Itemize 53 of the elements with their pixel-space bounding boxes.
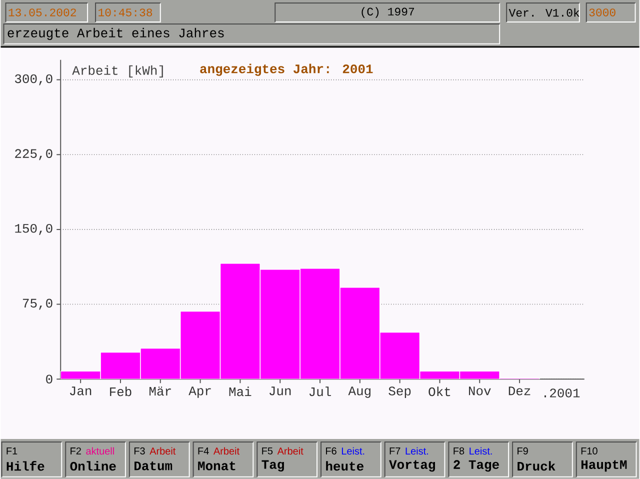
text: F4: [198, 448, 209, 454]
x-tick-label: Mär: [150, 386, 171, 396]
text: Vortag: [389, 460, 436, 472]
text: 2 Tage: [454, 460, 499, 472]
text: Online: [70, 461, 116, 471]
text: 10:45:38: [98, 8, 152, 16]
text: Ver. V1.0k: [508, 8, 580, 17]
text: heute: [326, 461, 364, 471]
text: F6: [326, 447, 336, 455]
text: F7: [390, 448, 400, 454]
x-tick-label: Aug: [348, 386, 370, 398]
text: HauptM: [581, 460, 627, 472]
text: F10: [581, 447, 598, 455]
text: Monat: [198, 462, 236, 470]
y-tick-label: 225,0: [15, 149, 52, 160]
text: Druck: [518, 461, 556, 471]
text: Arbeit: [213, 447, 240, 455]
text: F3: [134, 447, 145, 455]
text: (C) 1997: [362, 7, 414, 18]
text: Arbeit: [150, 447, 176, 455]
text: F1: [6, 448, 18, 454]
text: Tag: [262, 460, 284, 472]
x-tick-label: Mai: [229, 386, 252, 396]
y-tick-label: 300,0: [14, 74, 52, 86]
x-axis-title: .2001: [544, 388, 580, 398]
text: Datum: [134, 462, 172, 470]
annotation: angezeigtes Jahr: 2001: [200, 64, 373, 76]
x-tick-label: Okt: [428, 386, 450, 396]
text: 13.05.2002: [8, 8, 76, 16]
text: 3000: [589, 8, 616, 16]
text: Leist.: [406, 447, 428, 455]
text: Leist.: [470, 447, 492, 455]
x-tick-label: Feb: [110, 386, 132, 396]
x-tick-label: Sep: [388, 386, 411, 398]
y-tick-label: 0: [46, 374, 52, 384]
y-tick-label: 75,0: [22, 298, 52, 310]
text: F2: [70, 448, 81, 454]
x-tick-label: Jun: [270, 386, 291, 396]
text: Arbeit: [277, 447, 304, 455]
x-tick-label: Jan: [70, 386, 92, 396]
x-tick-label: Nov: [468, 386, 491, 396]
x-tick-label: Jul: [309, 386, 331, 396]
text: F8: [454, 447, 464, 455]
text: aktuell: [86, 447, 114, 455]
text: Hilfe: [6, 461, 44, 471]
text: F9: [518, 447, 528, 455]
y-axis-title: Arbeit [kWh]: [72, 65, 163, 78]
chart-title: erzeugte Arbeit eines Jahres: [8, 28, 224, 40]
x-tick-label: Apr: [188, 386, 211, 398]
x-tick-label: Dez: [508, 386, 530, 396]
y-tick-label: 150,0: [15, 224, 52, 236]
text: F5: [262, 448, 273, 454]
text: Leist.: [342, 447, 364, 455]
